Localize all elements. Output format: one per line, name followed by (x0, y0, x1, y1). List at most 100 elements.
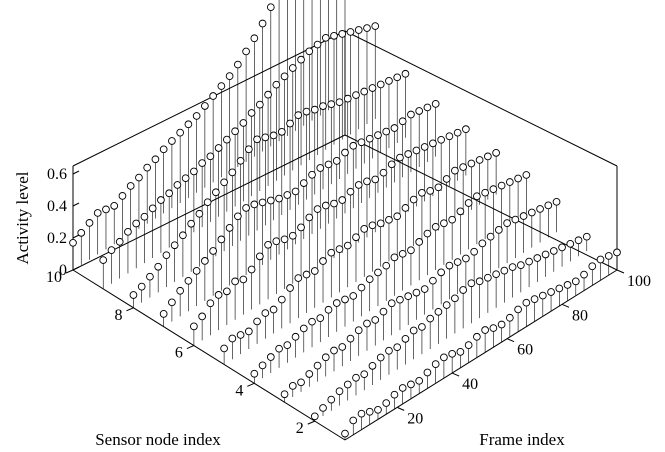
marker-node2-frame49 (442, 301, 451, 309)
marker-node9-frame73 (297, 55, 305, 64)
marker-node3-frame61 (445, 261, 454, 270)
marker-node7-frame40 (266, 196, 275, 205)
marker-node4-frame16 (291, 332, 300, 341)
marker-node5-frame10 (244, 327, 253, 336)
marker-node3-frame19 (330, 346, 338, 355)
marker-node10-frame1 (69, 238, 77, 247)
marker-node10-frame28 (143, 163, 152, 172)
marker-node5-frame19 (269, 305, 278, 314)
marker-node4-frame67 (431, 222, 440, 231)
marker-node6-frame1 (190, 322, 198, 331)
marker-node1-frame70 (530, 295, 539, 303)
marker-node8-frame52 (269, 131, 278, 140)
marker-node5-frame4 (228, 334, 237, 343)
marker-node1-frame1 (341, 429, 349, 438)
marker-node2-frame31 (393, 343, 402, 352)
marker-node6-frame76 (396, 153, 404, 162)
marker-node6-frame55 (338, 196, 347, 204)
z-tick-0 (72, 266, 80, 271)
marker-node10-frame25 (135, 173, 143, 182)
marker-node5-frame43 (335, 245, 344, 253)
marker-node5-frame31 (302, 270, 311, 279)
marker-node6-frame37 (288, 231, 297, 240)
marker-node10-frame43 (184, 120, 193, 129)
z-tick-label-0.4: 0.4 (47, 198, 67, 215)
marker-node3-frame73 (478, 239, 487, 248)
marker-node7-frame64 (332, 157, 341, 165)
marker-node9-frame4 (107, 246, 116, 254)
z-tick-0.2 (72, 234, 80, 239)
marker-node7-frame79 (374, 131, 382, 139)
marker-node2-frame10 (335, 387, 344, 396)
marker-node6-frame70 (379, 168, 388, 177)
marker-node6-frame13 (223, 287, 231, 296)
marker-node1-frame61 (505, 313, 514, 322)
marker-node1-frame82 (563, 281, 572, 289)
marker-node2-frame34 (401, 334, 410, 343)
marker-node1-frame40 (448, 349, 457, 358)
marker-node10-frame52 (209, 92, 217, 100)
marker-node10-frame61 (233, 60, 242, 69)
marker-node2-frame28 (385, 346, 393, 355)
marker-node10-frame22 (126, 182, 135, 190)
marker-node6-frame82 (412, 146, 421, 155)
x-tick-4 (247, 382, 255, 387)
marker-node3-frame82 (503, 219, 511, 227)
marker-node8-frame49 (261, 133, 270, 142)
marker-node7-frame94 (415, 107, 424, 115)
marker-node6-frame61 (354, 181, 363, 189)
marker-node2-frame64 (484, 273, 492, 282)
marker-node8-frame7 (146, 272, 154, 281)
y-tick-40 (451, 372, 460, 377)
marker-node6-frame97 (453, 128, 462, 137)
marker-node6-frame34 (280, 235, 289, 244)
marker-node8-frame43 (244, 145, 253, 154)
z-tick-label-0: 0 (59, 262, 67, 279)
marker-node2-frame7 (327, 395, 336, 404)
marker-node7-frame52 (299, 179, 308, 187)
marker-node1-frame10 (365, 407, 374, 416)
marker-node6-frame22 (247, 265, 256, 274)
marker-node4-frame49 (382, 261, 391, 270)
marker-node7-frame43 (275, 194, 283, 203)
marker-node6-frame19 (239, 275, 248, 284)
marker-node1-frame4 (349, 416, 358, 425)
marker-node5-frame67 (401, 204, 410, 212)
series-node-3 (280, 197, 561, 403)
marker-node10-frame10 (93, 209, 102, 217)
marker-node1-frame49 (473, 332, 481, 341)
marker-node4-frame97 (514, 174, 522, 183)
x-tick-2 (307, 420, 315, 425)
marker-node10-frame55 (217, 82, 226, 90)
marker-node4-frame22 (308, 317, 316, 326)
marker-node1-frame13 (374, 405, 382, 414)
marker-node5-frame28 (294, 274, 303, 282)
marker-node2-frame70 (500, 266, 509, 275)
marker-node7-frame28 (233, 212, 242, 221)
marker-node10-frame70 (258, 19, 267, 28)
marker-node6-frame52 (330, 199, 338, 208)
marker-node2-frame58 (467, 279, 476, 288)
x-tick-6 (186, 345, 195, 350)
x-tick-8 (126, 307, 134, 312)
marker-node1-frame19 (390, 390, 399, 399)
marker-node3-frame7 (297, 378, 305, 387)
marker-node9-frame31 (181, 174, 190, 183)
marker-node3-frame79 (495, 226, 503, 234)
marker-node4-frame55 (398, 249, 407, 258)
marker-node2-frame4 (319, 404, 327, 412)
marker-node9-frame49 (231, 127, 239, 136)
marker-node3-frame88 (519, 212, 528, 220)
marker-node2-frame67 (492, 270, 500, 279)
marker-node7-frame7 (176, 286, 185, 295)
marker-node4-frame34 (341, 295, 349, 304)
marker-node1-frame43 (456, 348, 465, 356)
marker-node2-frame19 (360, 370, 369, 379)
right-floor-edge (344, 134, 618, 271)
marker-node4-frame37 (349, 292, 358, 300)
marker-node6-frame49 (321, 201, 330, 210)
marker-node9-frame43 (214, 144, 223, 152)
marker-node3-frame34 (371, 316, 380, 324)
back-top-edge (72, 30, 346, 167)
